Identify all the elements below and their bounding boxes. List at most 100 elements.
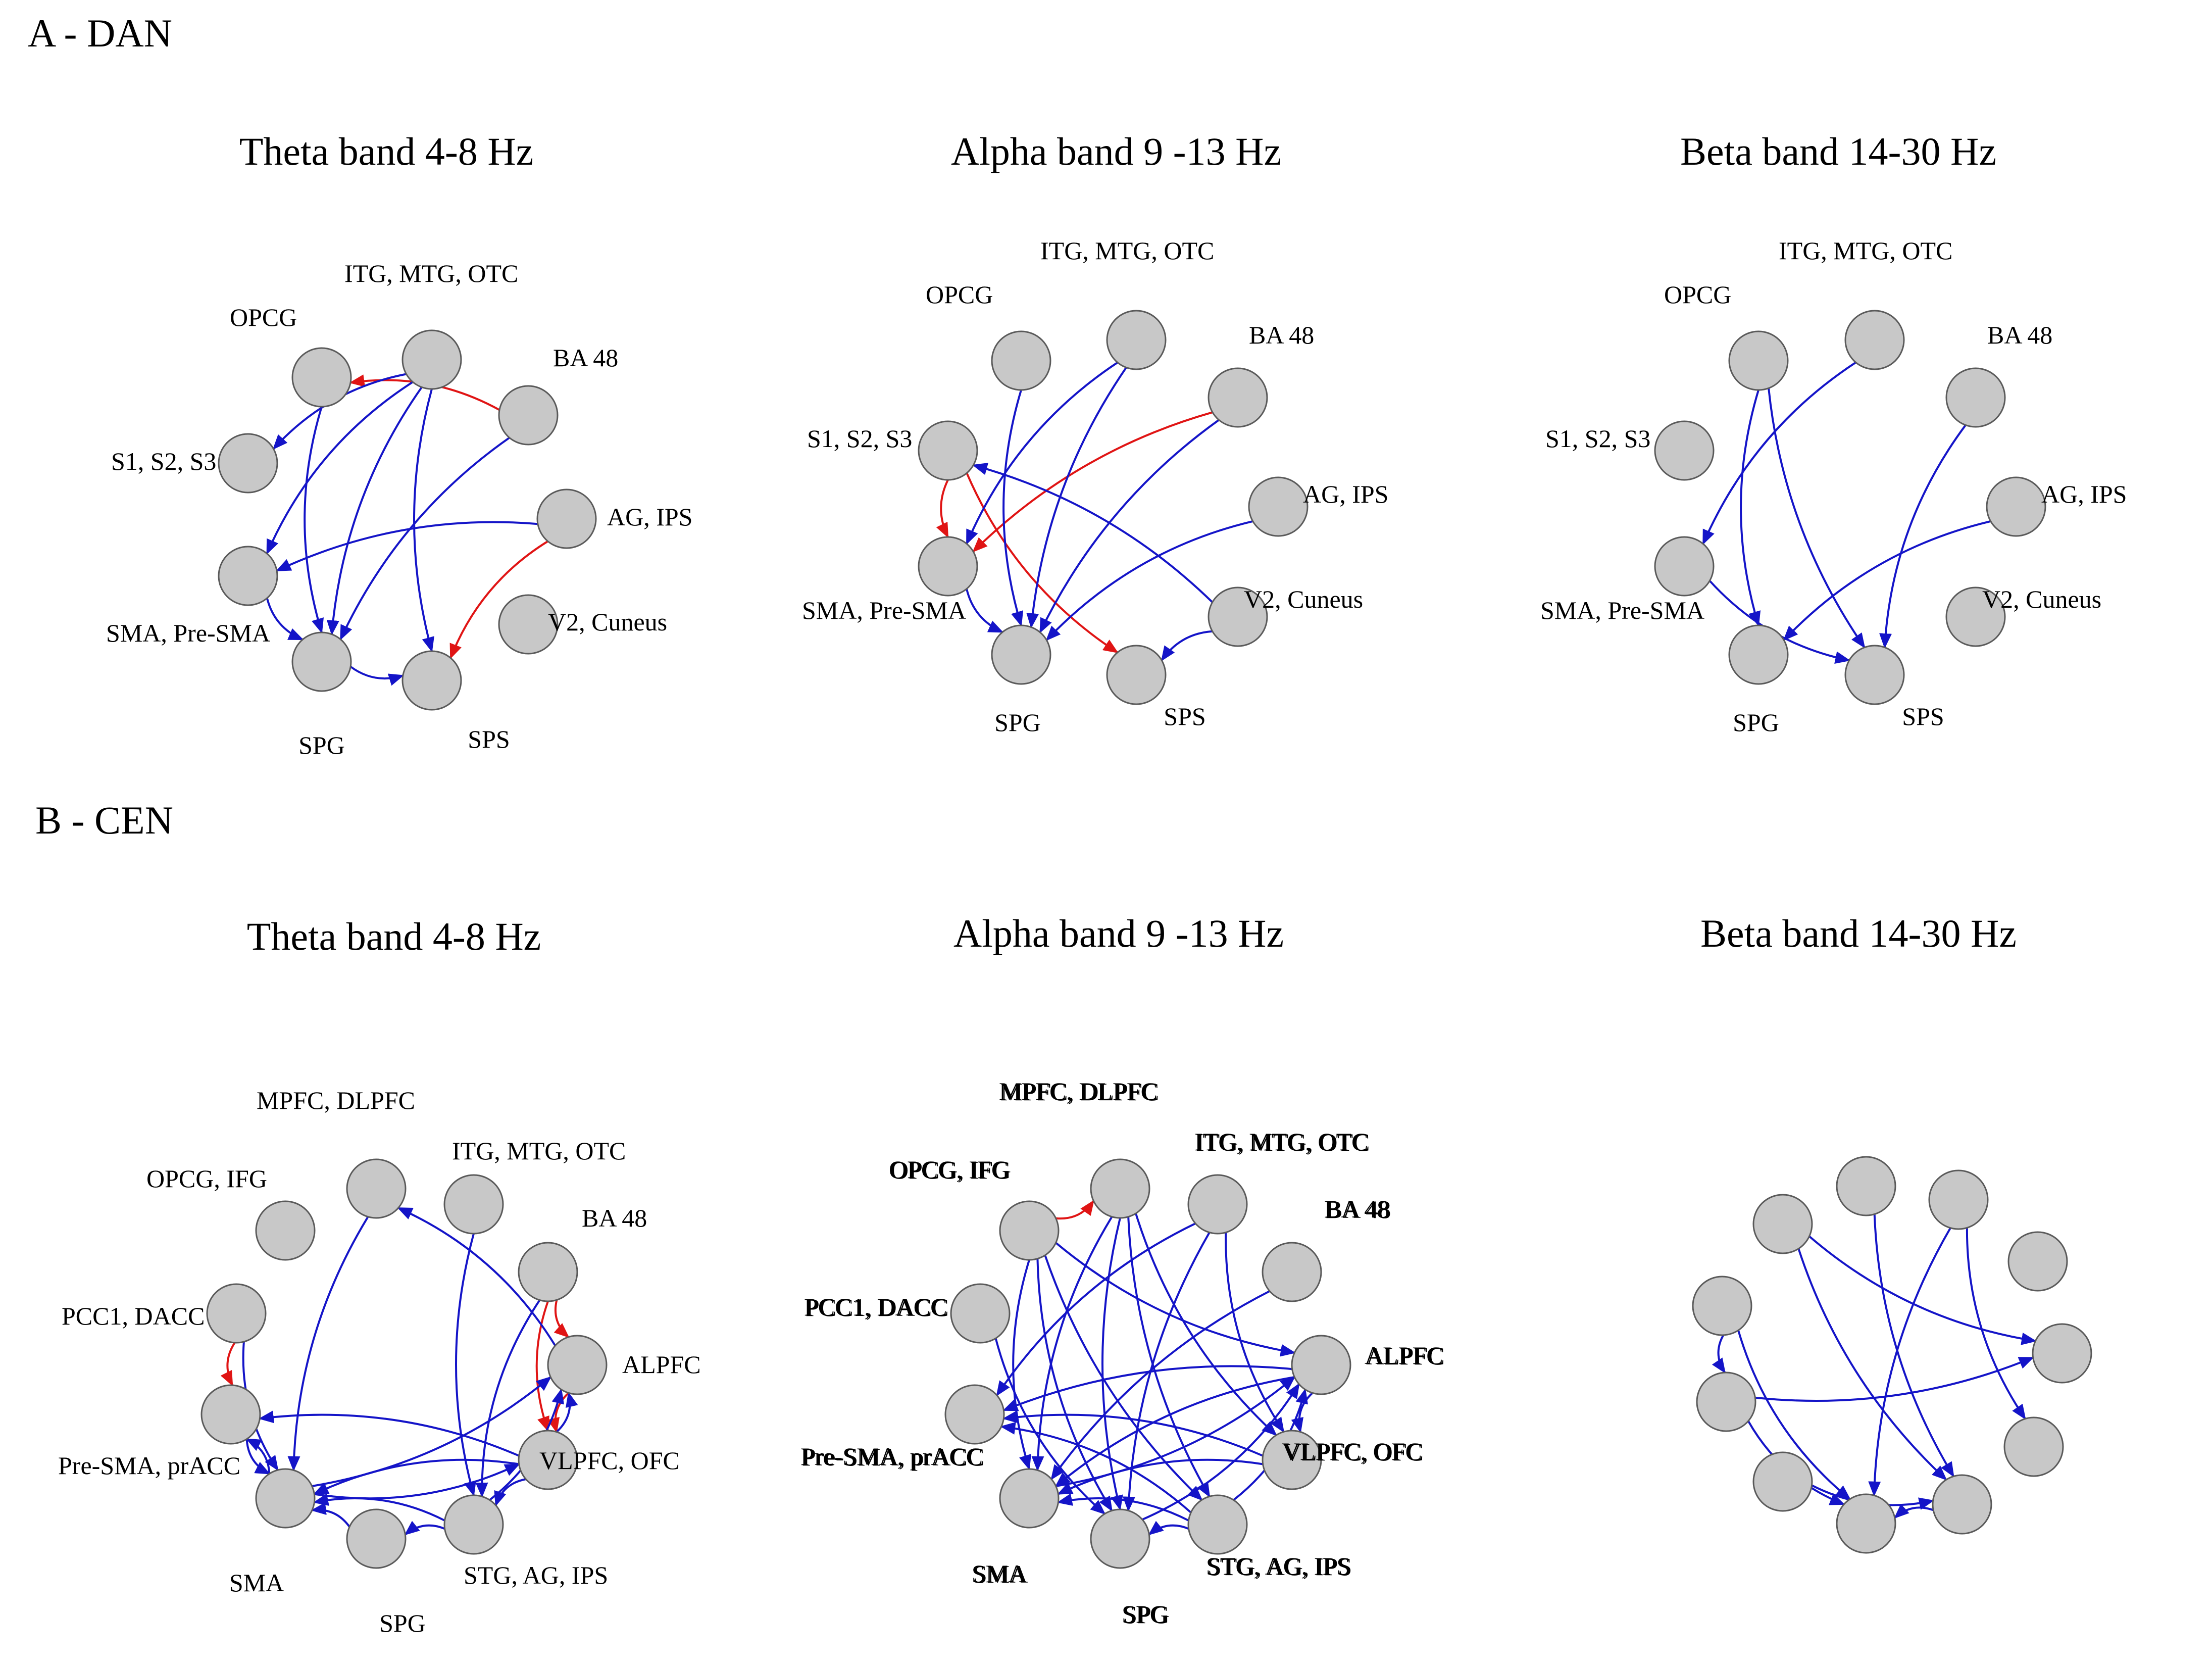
- section-label-cen: B - CEN: [35, 798, 173, 842]
- node-sma: [218, 546, 278, 606]
- node-pre: [944, 1384, 1005, 1445]
- node-mpfc: [1090, 1158, 1150, 1219]
- node-label-sma: SMA: [972, 1559, 1026, 1588]
- node-label-opcg: OPCG: [1664, 280, 1731, 309]
- node-label-opcg: OPCG: [926, 280, 993, 309]
- edge-group: [220, 1207, 578, 1536]
- node-sps: [401, 650, 462, 711]
- node-label-pre: Pre-SMA, prACC: [58, 1451, 240, 1480]
- edge-agips-to-spg: [1045, 520, 1253, 641]
- node-label-sma: SMA, Pre-SMA: [106, 619, 270, 647]
- edge-opcg-to-spg: [304, 406, 324, 634]
- node-label-sma: SMA: [229, 1569, 284, 1597]
- node-label-ba48: BA 48: [582, 1204, 647, 1232]
- node-vlpfc: [518, 1430, 578, 1490]
- edge-itg-to-spg: [1868, 1227, 1951, 1497]
- label-group: OPCG ITG, MTG, OTC BA 48 S1, S2, S3 AG, IPS S…: [802, 236, 1388, 737]
- node-v2: [1945, 586, 2006, 647]
- node-label-ba48: BA 48: [1326, 1195, 1391, 1223]
- node-stg: [1932, 1474, 1992, 1535]
- edge-pcc-to-pre: [220, 1342, 236, 1387]
- label-group: MPFC, DLPFC OPCG, IFG ITG, MTG, OTC BA 48 PC…: [802, 1078, 1445, 1629]
- node-ba48: [1208, 367, 1268, 428]
- edge-s123-to-sma: [936, 479, 949, 539]
- node-sma: [1752, 1451, 1813, 1512]
- node-label-agips: AG, IPS: [1303, 480, 1388, 508]
- node-group: [218, 329, 597, 711]
- node-spg: [1090, 1508, 1150, 1569]
- edge-group: [266, 373, 548, 686]
- edge-agips-to-sma: [275, 521, 538, 572]
- node-opcg: [1728, 330, 1789, 391]
- node-sma: [255, 1468, 316, 1529]
- edge-group: [936, 361, 1253, 662]
- edge-spg-to-sps: [350, 666, 405, 686]
- node-label-mpfc: MPFC, DLPFC: [999, 1077, 1158, 1105]
- node-pre: [1696, 1372, 1756, 1432]
- node-opcg: [999, 1200, 1060, 1261]
- node-mpfc: [346, 1158, 407, 1219]
- node-pcc: [206, 1283, 267, 1344]
- node-group: [918, 310, 1309, 705]
- node-label-mpfc: MPFC, DLPFC: [257, 1086, 415, 1114]
- node-label-itg: ITG, MTG, OTC: [452, 1137, 626, 1165]
- edge-sma-to-spg: [266, 598, 304, 641]
- node-itg: [443, 1174, 504, 1235]
- label-group: MPFC, DLPFC OPCG, IFG ITG, MTG, OTC BA 48 PC…: [800, 1077, 1443, 1628]
- graph-1-1: MPFC, DLPFC OPCG, IFG ITG, MTG, OTC BA 48 PC…: [802, 1078, 1445, 1629]
- node-label-pcc: PCC1, DACC: [62, 1302, 205, 1330]
- node-label-sps: SPS: [1164, 702, 1205, 730]
- edge-itg-to-sma: [266, 381, 414, 555]
- edge-opcg-to-alpfc: [1808, 1235, 2037, 1345]
- edge-mpfc-to-sma: [287, 1216, 369, 1472]
- panel-title-dan-alpha: Alpha band 9 -13 Hz: [951, 129, 1281, 173]
- node-label-itg: ITG, MTG, OTC: [344, 259, 518, 287]
- edge-ba48-to-alpfc: [554, 1299, 570, 1338]
- node-pcc: [950, 1283, 1011, 1344]
- node-label-vlpfc: VLPFC, OFC: [1283, 1438, 1424, 1466]
- edge-pcc-to-pre: [1712, 1334, 1726, 1374]
- node-label-v2: V2, Cuneus: [1244, 585, 1363, 613]
- node-label-alpfc: ALPFC: [622, 1350, 701, 1379]
- node-opcg: [1752, 1194, 1813, 1254]
- node-label-spg: SPG: [298, 731, 345, 759]
- edge-s123-to-sps: [966, 472, 1119, 654]
- node-label-spg: SPG: [1733, 708, 1779, 737]
- edge-opcg-to-stg: [1797, 1248, 1947, 1481]
- node-stg: [443, 1494, 504, 1555]
- node-itg: [1844, 310, 1905, 370]
- node-itg: [1187, 1174, 1248, 1235]
- edge-itg-to-spg: [1122, 1232, 1211, 1512]
- node-spg: [1728, 624, 1789, 685]
- edge-sma-to-pre: [245, 1438, 271, 1474]
- edge-group: [994, 1200, 1314, 1536]
- node-spg: [1836, 1493, 1896, 1554]
- edge-v2-to-sps: [1161, 630, 1213, 662]
- edge-itg-to-spg: [326, 386, 423, 635]
- node-label-spg: SPG: [994, 708, 1041, 737]
- node-label-pre: Pre-SMA, prACC: [800, 1442, 983, 1471]
- node-label-ba48: BA 48: [1987, 321, 2052, 349]
- node-vlpfc: [2003, 1416, 2064, 1477]
- node-label-opcg: OPCG, IFG: [889, 1155, 1010, 1184]
- panel-title-dan-theta: Theta band 4-8 Hz: [239, 129, 534, 173]
- edge-itg-to-sps: [413, 388, 434, 653]
- label-group: OPCG ITG, MTG, OTC BA 48 S1, S2, S3 AG, IPS S…: [1540, 236, 2127, 737]
- edge-agips-to-spg: [1783, 520, 1991, 641]
- edge-group: [1702, 361, 1991, 664]
- graph-0-1: OPCG ITG, MTG, OTC BA 48 S1, S2, S3 AG, IPS S…: [802, 236, 1388, 737]
- network-graphs: OPCG ITG, MTG, OTC BA 48 S1, S2, S3 AG, IPS S…: [58, 236, 2127, 1637]
- node-label-ba48: BA 48: [1249, 321, 1314, 349]
- panel-title-cen-alpha: Alpha band 9 -13 Hz: [953, 911, 1284, 955]
- edge-vlpfc-to-pre: [258, 1410, 520, 1457]
- edge-vlpfc-to-stg: [494, 1478, 526, 1507]
- node-label-sma: SMA: [973, 1560, 1028, 1588]
- node-label-itg: ITG, MTG, OTC: [1196, 1128, 1370, 1156]
- node-opcg: [255, 1200, 316, 1261]
- edge-itg-to-pre: [996, 1222, 1196, 1397]
- node-label-spg: SPG: [1122, 1600, 1168, 1628]
- edge-v2-to-s123: [972, 463, 1214, 603]
- edge-ba48-to-stg: [475, 1299, 541, 1498]
- node-vlpfc: [1262, 1430, 1322, 1490]
